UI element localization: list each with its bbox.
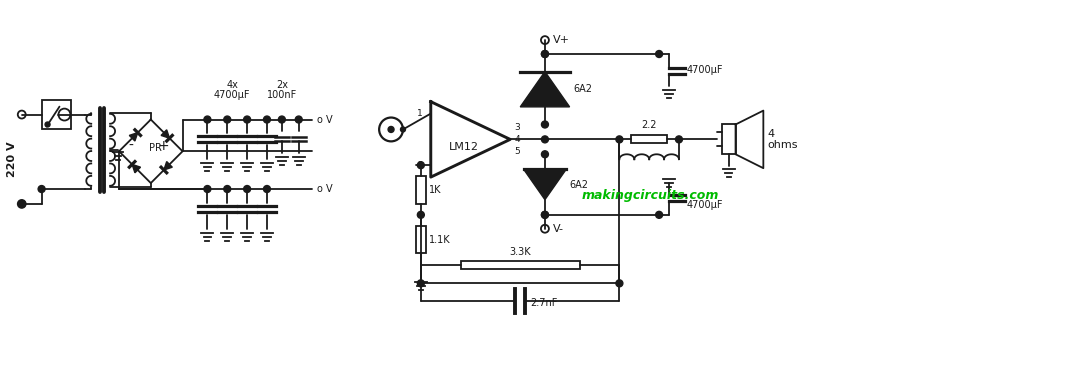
- Circle shape: [243, 185, 251, 192]
- Circle shape: [417, 162, 425, 169]
- Circle shape: [295, 116, 302, 123]
- Circle shape: [264, 116, 270, 123]
- Polygon shape: [132, 164, 140, 173]
- Circle shape: [541, 51, 549, 58]
- Circle shape: [616, 136, 623, 143]
- Circle shape: [204, 185, 211, 192]
- Circle shape: [541, 211, 549, 218]
- Text: 6A2: 6A2: [574, 84, 592, 94]
- Text: 3: 3: [515, 123, 520, 132]
- Text: +: +: [158, 139, 169, 153]
- Text: 1K: 1K: [429, 185, 442, 195]
- Circle shape: [656, 211, 662, 218]
- Circle shape: [656, 51, 662, 58]
- Text: 4: 4: [515, 135, 520, 144]
- Text: 1.1K: 1.1K: [429, 235, 450, 245]
- Bar: [416, 226, 426, 253]
- Text: V-: V-: [553, 224, 564, 234]
- Circle shape: [401, 127, 405, 132]
- Text: o V: o V: [316, 114, 332, 124]
- Text: 100nF: 100nF: [267, 90, 297, 100]
- Text: 4
ohms: 4 ohms: [768, 129, 798, 150]
- Circle shape: [616, 280, 623, 287]
- Circle shape: [204, 116, 211, 123]
- Circle shape: [541, 121, 549, 128]
- Circle shape: [417, 280, 425, 287]
- Text: 220 V: 220 V: [6, 141, 17, 177]
- Polygon shape: [164, 162, 173, 170]
- Circle shape: [279, 116, 285, 123]
- Circle shape: [541, 136, 549, 143]
- Circle shape: [388, 126, 394, 132]
- Text: 4x: 4x: [226, 80, 238, 90]
- Text: 2.7nF: 2.7nF: [530, 298, 557, 308]
- Polygon shape: [130, 132, 137, 141]
- Polygon shape: [161, 130, 169, 138]
- Text: 6A2: 6A2: [569, 180, 589, 190]
- Text: 4700µF: 4700µF: [687, 200, 724, 210]
- Text: 1: 1: [417, 109, 422, 118]
- Circle shape: [264, 185, 270, 192]
- Circle shape: [675, 136, 683, 143]
- Text: 3.3K: 3.3K: [509, 247, 531, 257]
- Bar: [631, 136, 667, 143]
- Circle shape: [541, 211, 549, 218]
- Text: 4700µF: 4700µF: [214, 90, 251, 100]
- Circle shape: [243, 116, 251, 123]
- Text: o V: o V: [316, 184, 332, 194]
- Circle shape: [39, 185, 45, 192]
- Text: 2.2: 2.2: [641, 121, 657, 131]
- Text: 5: 5: [515, 147, 520, 156]
- Text: 2x: 2x: [276, 80, 288, 90]
- Circle shape: [224, 116, 230, 123]
- Text: PR: PR: [149, 143, 162, 153]
- Polygon shape: [520, 72, 569, 107]
- Bar: [416, 176, 426, 204]
- Bar: [461, 262, 580, 270]
- Circle shape: [18, 200, 26, 207]
- Polygon shape: [524, 169, 566, 200]
- Text: -: -: [129, 139, 133, 153]
- Bar: [721, 124, 735, 154]
- Circle shape: [45, 122, 50, 127]
- Text: V+: V+: [553, 35, 570, 45]
- Text: 4700µF: 4700µF: [687, 65, 724, 75]
- Circle shape: [417, 211, 425, 218]
- Circle shape: [224, 185, 230, 192]
- Text: LM12: LM12: [449, 142, 478, 152]
- Text: makingcircuits.com: makingcircuits.com: [582, 189, 719, 202]
- Circle shape: [541, 51, 549, 58]
- Circle shape: [541, 151, 549, 158]
- Text: 2: 2: [417, 161, 422, 170]
- Bar: [42, 100, 72, 129]
